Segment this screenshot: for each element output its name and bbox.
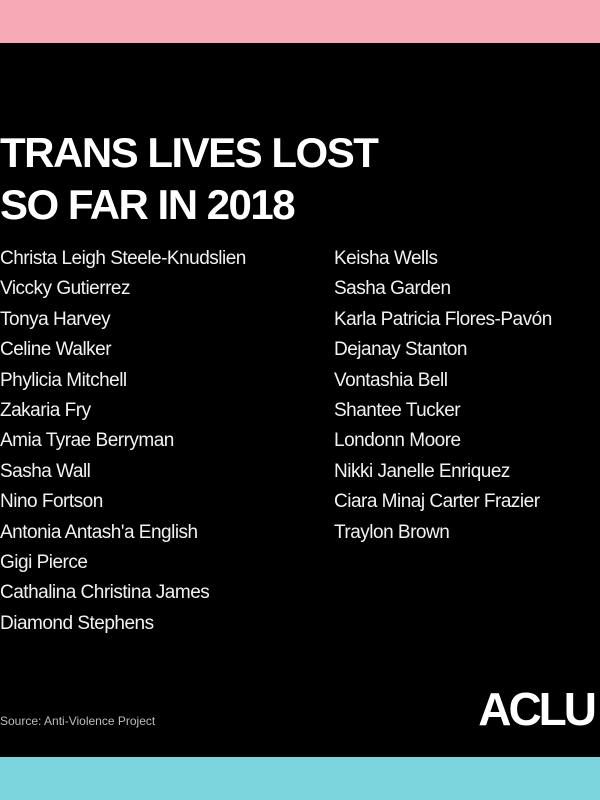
name-item: Traylon Brown — [334, 521, 450, 543]
name-item: Viccky Gutierrez — [0, 278, 130, 300]
name-item: Diamond Stephens — [0, 612, 154, 634]
name-item: Tonya Harvey — [0, 308, 111, 330]
name-item: Sasha Wall — [0, 460, 91, 482]
name-item: Antonia Antash'a English — [0, 521, 198, 543]
name-item: Cathalina Christina James — [0, 582, 210, 604]
source-note: Source: Anti-Violence Project — [0, 714, 156, 728]
name-item: Dejanay Stanton — [334, 339, 468, 361]
name-item: Zakaria Fry — [0, 400, 91, 422]
bottom-cyan-band — [0, 757, 600, 800]
name-item: Sasha Garden — [334, 278, 451, 300]
name-item: Amia Tyrae Berryman — [0, 430, 174, 452]
name-item: Ciara Minaj Carter Frazier — [334, 491, 540, 513]
top-pink-band — [0, 0, 600, 43]
name-item: Shantee Tucker — [334, 400, 461, 422]
names-list-right: Keisha Wells Sasha Garden Karla Patricia F… — [334, 244, 596, 548]
names-list-left: Christa Leigh Steele-Knudslien Viccky Gut… — [0, 244, 320, 639]
title-line-2: SO FAR IN 2018 — [0, 181, 296, 228]
title-line-1: TRANS LIVES LOST — [0, 129, 379, 176]
name-item: Karla Patricia Flores-Pavón — [334, 308, 552, 330]
name-item: Londonn Moore — [334, 430, 461, 452]
name-item: Celine Walker — [0, 339, 112, 361]
aclu-logo: ACLU — [478, 683, 597, 735]
name-item: Phylicia Mitchell — [0, 369, 127, 391]
name-item: Nino Fortson — [0, 491, 103, 513]
name-item: Christa Leigh Steele-Knudslien — [0, 248, 246, 269]
name-item: Gigi Pierce — [0, 552, 88, 574]
name-item: Nikki Janelle Enriquez — [334, 460, 510, 482]
name-item: Vontashia Bell — [334, 369, 448, 391]
name-item: Keisha Wells — [334, 248, 438, 269]
